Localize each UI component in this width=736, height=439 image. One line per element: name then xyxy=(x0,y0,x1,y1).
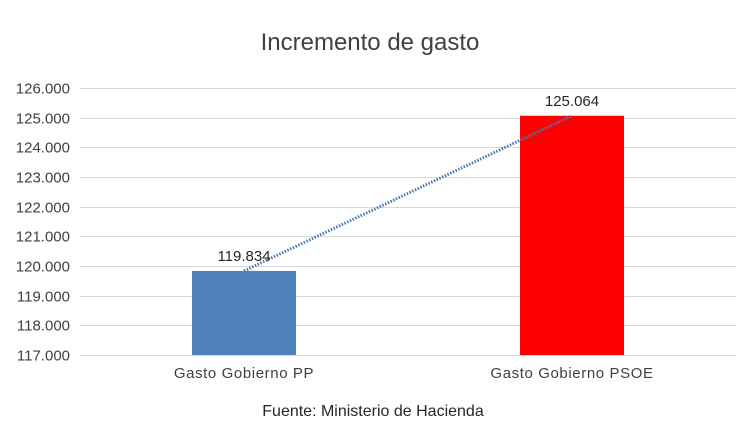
x-category-label: Gasto Gobierno PSOE xyxy=(490,365,653,382)
bar xyxy=(520,115,624,355)
y-tick-label: 124.000 xyxy=(16,140,70,157)
data-label: 119.834 xyxy=(217,248,270,265)
gridlines xyxy=(80,88,736,356)
data-label: 125.064 xyxy=(545,93,599,110)
y-tick-label: 126.000 xyxy=(16,81,70,98)
x-axis-categories: Gasto Gobierno PP Gasto Gobierno PSOE xyxy=(174,365,653,382)
y-tick-label: 119.000 xyxy=(17,289,70,306)
bar xyxy=(192,270,296,355)
bars xyxy=(192,115,624,355)
y-tick-label: 121.000 xyxy=(16,229,70,246)
chart-title: Incremento de gasto xyxy=(261,29,480,56)
y-tick-label: 118.000 xyxy=(17,318,70,335)
data-labels: 119.834 125.064 xyxy=(217,93,599,265)
y-tick-label: 117.000 xyxy=(17,348,70,365)
y-tick-label: 125.000 xyxy=(16,111,70,128)
y-tick-label: 120.000 xyxy=(16,259,70,276)
y-tick-label: 123.000 xyxy=(16,170,70,187)
x-category-label: Gasto Gobierno PP xyxy=(174,365,314,382)
y-tick-label: 122.000 xyxy=(16,200,70,217)
source-note: Fuente: Ministerio de Hacienda xyxy=(262,403,484,420)
trendline-line xyxy=(243,114,573,273)
trendline xyxy=(243,114,573,273)
y-axis-ticks: 117.000 118.000 119.000 120.000 121.000 122.0… xyxy=(16,81,70,365)
